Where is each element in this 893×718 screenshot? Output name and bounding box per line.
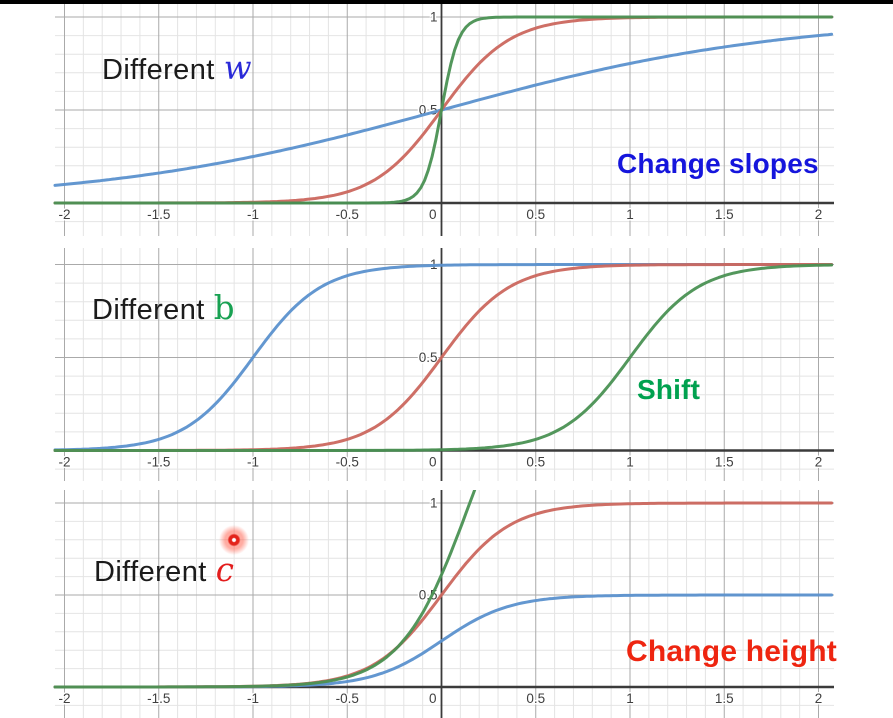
- panel-title-different-c: Different c: [94, 551, 235, 589]
- plot-different-c: -2 -1.5 -1 -0.5 0 0.5 1 1.5 20.51: [53, 490, 834, 718]
- x-tick-label: -1: [247, 207, 259, 222]
- x-tick-label: 2: [815, 455, 823, 470]
- x-tick-label: 0.5: [526, 691, 545, 706]
- y-tick-label: 1: [430, 496, 438, 511]
- x-tick-label: 0: [429, 455, 437, 470]
- x-tick-label: 0.5: [526, 207, 545, 222]
- curve-green-shift-right-b-plus1: [53, 263, 834, 452]
- x-tick-label: 0: [429, 691, 437, 706]
- panel-title-different-w: Different w: [102, 49, 252, 87]
- curve-green-large-w-steep: [53, 15, 834, 205]
- title-variable-w: w: [223, 49, 252, 87]
- x-tick-label: 1.5: [715, 455, 734, 470]
- plot-different-w: -2 -1.5 -1 -0.5 0 0.5 1 1.5 20.51: [53, 4, 834, 236]
- x-tick-label: 1: [626, 455, 634, 470]
- x-tick-label: 1: [626, 207, 634, 222]
- y-tick-label: 1: [430, 10, 438, 25]
- title-prefix: Different: [94, 556, 207, 588]
- x-tick-label: 2: [815, 691, 823, 706]
- top-border-bar: [0, 0, 893, 4]
- x-tick-label: -2: [58, 207, 70, 222]
- plot-different-b: -2 -1.5 -1 -0.5 0 0.5 1 1.5 20.51: [53, 248, 834, 481]
- x-tick-label: -0.5: [336, 691, 359, 706]
- x-tick-label: 2: [815, 207, 823, 222]
- annotation-change-slopes: Change slopes: [617, 148, 819, 179]
- x-tick-label: -1.5: [147, 455, 170, 470]
- x-tick-label: 0.5: [526, 455, 545, 470]
- x-tick-label: 0: [429, 207, 437, 222]
- x-tick-label: -2: [58, 455, 70, 470]
- x-tick-label: -1: [247, 691, 259, 706]
- title-variable-c: c: [215, 551, 235, 589]
- x-tick-label: -2: [58, 691, 70, 706]
- x-tick-label: 1.5: [715, 207, 734, 222]
- panel-title-different-b: Different b: [92, 289, 235, 327]
- title-variable-b: b: [213, 289, 235, 327]
- title-prefix: Different: [92, 294, 205, 326]
- y-tick-label: 0.5: [419, 350, 438, 365]
- x-tick-label: -1.5: [147, 207, 170, 222]
- title-prefix: Different: [102, 54, 215, 86]
- x-tick-label: -1.5: [147, 691, 170, 706]
- annotation-change-height: Change height: [626, 635, 837, 668]
- x-tick-label: 1.5: [715, 691, 734, 706]
- x-tick-label: 1: [626, 691, 634, 706]
- x-tick-label: -0.5: [336, 207, 359, 222]
- annotation-shift: Shift: [637, 374, 701, 405]
- x-tick-label: -0.5: [336, 455, 359, 470]
- x-tick-label: -1: [247, 455, 259, 470]
- curve-green-height-2-clipped: [53, 490, 477, 689]
